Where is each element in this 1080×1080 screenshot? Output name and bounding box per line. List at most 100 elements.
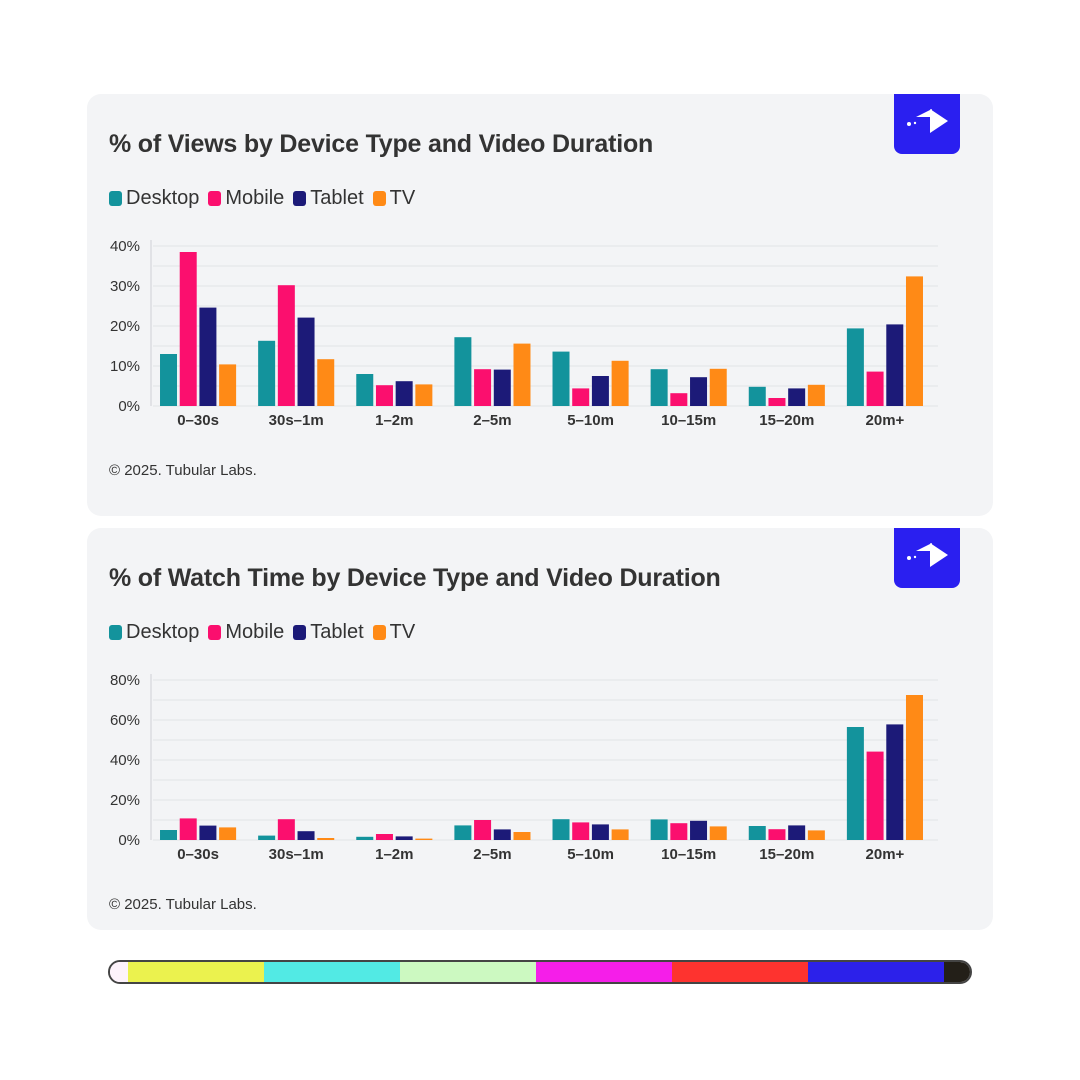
bar-mobile <box>474 369 492 406</box>
bar-mobile <box>179 252 197 406</box>
y-tick-label: 20% <box>110 792 140 809</box>
y-tick-label: 10% <box>110 358 140 375</box>
legend-swatch-tv <box>372 625 386 640</box>
color-strip-segment <box>128 962 264 982</box>
y-tick-label: 0% <box>118 398 140 415</box>
bar-tablet <box>788 825 806 840</box>
bar-tablet <box>591 376 609 406</box>
bar-desktop <box>650 819 668 840</box>
color-strip-segment <box>672 962 808 982</box>
x-tick-label: 20m+ <box>866 412 905 429</box>
bar-tablet <box>199 825 217 840</box>
x-tick-label: 0–30s <box>177 412 219 429</box>
tubular-arrow-logo-icon <box>907 109 948 133</box>
x-tick-label: 10–15m <box>661 412 716 429</box>
x-tick-label: 1–2m <box>375 846 413 863</box>
chart-title: % of Watch Time by Device Type and Video… <box>109 564 721 592</box>
bar-desktop <box>258 340 276 406</box>
views-chart-card: % of Views by Device Type and Video Dura… <box>87 94 993 516</box>
legend-swatch-mobile <box>208 625 222 640</box>
legend-label: Desktop <box>126 621 200 643</box>
bar-tablet <box>788 388 806 406</box>
color-strip-segment <box>808 962 944 982</box>
y-tick-label: 30% <box>110 278 140 295</box>
watch-time-bar-chart: 0% 20% 40% 60% 80% 0–30s 30s–1m 1–2m 2–5m 5–10m 10… <box>110 672 938 863</box>
bar-tablet <box>493 369 511 406</box>
y-tick-label: 40% <box>110 238 140 255</box>
bar-desktop <box>454 825 472 840</box>
tubular-logo-badge <box>894 528 960 588</box>
color-strip-segment <box>400 962 536 982</box>
bar-mobile <box>572 388 590 406</box>
bar-mobile <box>866 371 884 406</box>
chart-credit: © 2025. Tubular Labs. <box>109 896 257 913</box>
bar-tv <box>219 364 237 406</box>
x-tick-label: 2–5m <box>473 412 511 429</box>
bar-desktop <box>356 374 374 406</box>
bar-tablet <box>591 824 609 840</box>
bar-tablet <box>199 307 217 406</box>
bar-tv <box>905 276 923 406</box>
legend-swatch-tablet <box>293 191 307 206</box>
legend-label: TV <box>389 621 416 643</box>
x-tick-label: 5–10m <box>567 412 614 429</box>
bar-mobile <box>670 393 688 406</box>
x-tick-label: 5–10m <box>567 846 614 863</box>
bar-tablet <box>395 836 413 840</box>
bar-tv <box>611 829 629 840</box>
x-tick-label: 30s–1m <box>269 846 324 863</box>
x-tick-label: 15–20m <box>759 846 814 863</box>
x-tick-label: 0–30s <box>177 846 219 863</box>
legend-swatch-desktop <box>109 625 122 640</box>
legend-item-tablet: Tablet <box>293 621 364 644</box>
bar-tablet <box>395 381 413 406</box>
bar-tv <box>513 832 531 840</box>
x-tick-label: 10–15m <box>661 846 716 863</box>
bar-desktop <box>258 835 276 840</box>
bar-mobile <box>277 285 295 406</box>
bar-tablet <box>297 831 315 840</box>
legend-swatch-desktop <box>109 191 122 206</box>
legend-item-tv: TV <box>372 621 416 644</box>
y-tick-label: 40% <box>110 752 140 769</box>
legend-item-mobile: Mobile <box>208 187 284 210</box>
bar-desktop <box>846 328 864 406</box>
legend-label: Mobile <box>225 187 285 209</box>
y-tick-label: 80% <box>110 672 140 689</box>
bar-mobile <box>277 819 295 840</box>
bar-tablet <box>690 377 708 406</box>
legend-item-desktop: Desktop <box>109 187 199 210</box>
bar-tv <box>219 827 237 840</box>
bar-tv <box>709 826 727 840</box>
bar-tv <box>415 838 433 840</box>
bar-desktop <box>454 337 472 406</box>
legend-label: Desktop <box>126 187 200 209</box>
bar-mobile <box>375 834 393 840</box>
bar-desktop <box>650 369 668 406</box>
bar-tv <box>611 360 629 406</box>
legend-label: Tablet <box>310 621 364 643</box>
chart-legend: Desktop Mobile Tablet TV <box>109 621 424 644</box>
bar-mobile <box>179 818 197 840</box>
bar-desktop <box>356 836 374 840</box>
legend-item-mobile: Mobile <box>208 621 284 644</box>
bar-desktop <box>552 351 570 406</box>
color-strip-segment <box>536 962 672 982</box>
chart-title: % of Views by Device Type and Video Dura… <box>109 130 654 158</box>
y-tick-label: 0% <box>118 832 140 849</box>
x-tick-label: 20m+ <box>866 846 905 863</box>
bar-tablet <box>493 829 511 840</box>
bar-tv <box>513 343 531 406</box>
bar-mobile <box>474 820 492 840</box>
bar-desktop <box>552 819 570 840</box>
y-tick-label: 20% <box>110 318 140 335</box>
bar-mobile <box>768 398 786 406</box>
bar-tv <box>905 695 923 840</box>
chart-legend: Desktop Mobile Tablet TV <box>109 187 424 210</box>
x-tick-label: 2–5m <box>473 846 511 863</box>
bar-tablet <box>690 820 708 840</box>
chart-credit: © 2025. Tubular Labs. <box>109 462 257 479</box>
color-strip-segment <box>944 962 970 982</box>
legend-swatch-mobile <box>208 191 222 206</box>
x-tick-label: 15–20m <box>759 412 814 429</box>
